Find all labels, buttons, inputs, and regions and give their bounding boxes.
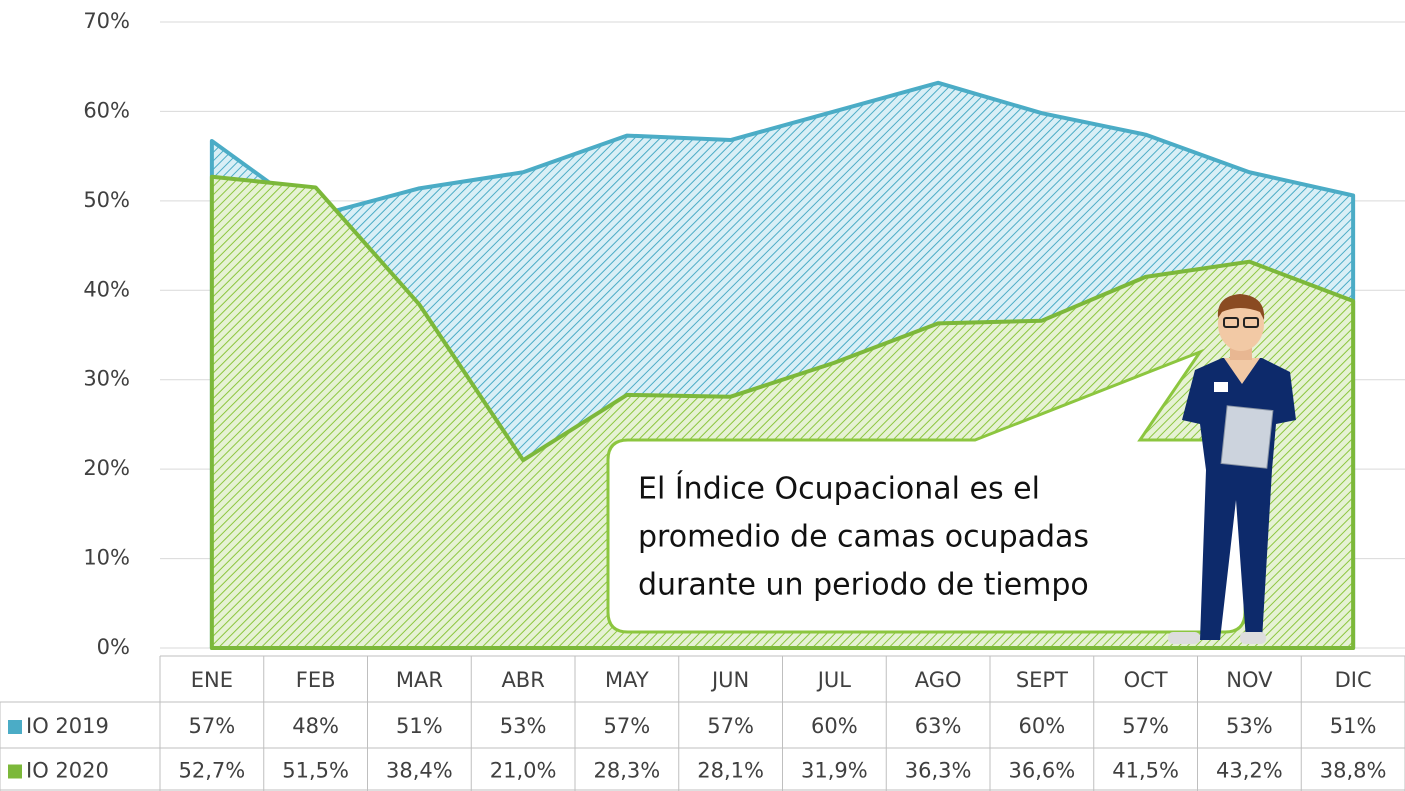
x-tick-label: FEB [296,668,336,692]
data-label: 53% [1226,714,1273,738]
data-label: 36,6% [1009,759,1076,783]
x-tick-label: ENE [191,668,233,692]
x-tick-label: OCT [1124,668,1168,692]
data-label: 57% [604,714,651,738]
x-tick-label: JUL [816,668,852,692]
legend-swatch [8,720,22,734]
x-tick-label: AGO [915,668,962,692]
y-tick-label: 50% [83,188,130,212]
x-tick-label: MAR [396,668,443,692]
data-label: 28,3% [594,759,661,783]
data-label: 51% [396,714,443,738]
data-label: 53% [500,714,547,738]
y-tick-label: 10% [83,546,130,570]
x-tick-label: JUN [710,668,749,692]
legend-label: IO 2019 [26,714,109,738]
y-tick-label: 30% [83,367,130,391]
data-label: 57% [707,714,754,738]
y-tick-label: 60% [83,98,130,122]
nurse-illustration [1168,294,1296,644]
data-label: 21,0% [490,759,557,783]
data-label: 60% [811,714,858,738]
callout: El Índice Ocupacional es el promedio de … [606,294,1296,644]
callout-text: El Índice Ocupacional es el [638,471,1040,507]
x-tick-label: ABR [501,668,544,692]
y-tick-label: 20% [83,456,130,480]
data-label: 57% [189,714,236,738]
x-tick-label: DIC [1335,668,1372,692]
data-label: 31,9% [801,759,868,783]
data-label: 36,3% [905,759,972,783]
data-label: 60% [1019,714,1066,738]
data-label: 41,5% [1112,759,1179,783]
data-label: 51,5% [282,759,349,783]
x-tick-label: MAY [605,668,649,692]
data-label: 63% [915,714,962,738]
callout-text: promedio de camas ocupadas [638,520,1089,555]
data-label: 51% [1330,714,1377,738]
legend-label: IO 2020 [26,759,109,783]
data-label: 38,8% [1320,759,1387,783]
data-label: 57% [1122,714,1169,738]
y-tick-label: 40% [83,277,130,301]
legend-swatch [8,764,22,779]
callout-text: durante un periodo de tiempo [638,568,1089,603]
x-tick-label: SEPT [1016,668,1068,692]
y-tick-label: 70% [83,9,130,33]
data-label: 38,4% [386,759,453,783]
data-label: 48% [292,714,339,738]
data-label: 52,7% [179,759,246,783]
data-label: 43,2% [1216,759,1283,783]
data-label: 28,1% [697,759,764,783]
y-tick-label: 0% [97,635,130,659]
x-tick-label: NOV [1226,668,1273,692]
